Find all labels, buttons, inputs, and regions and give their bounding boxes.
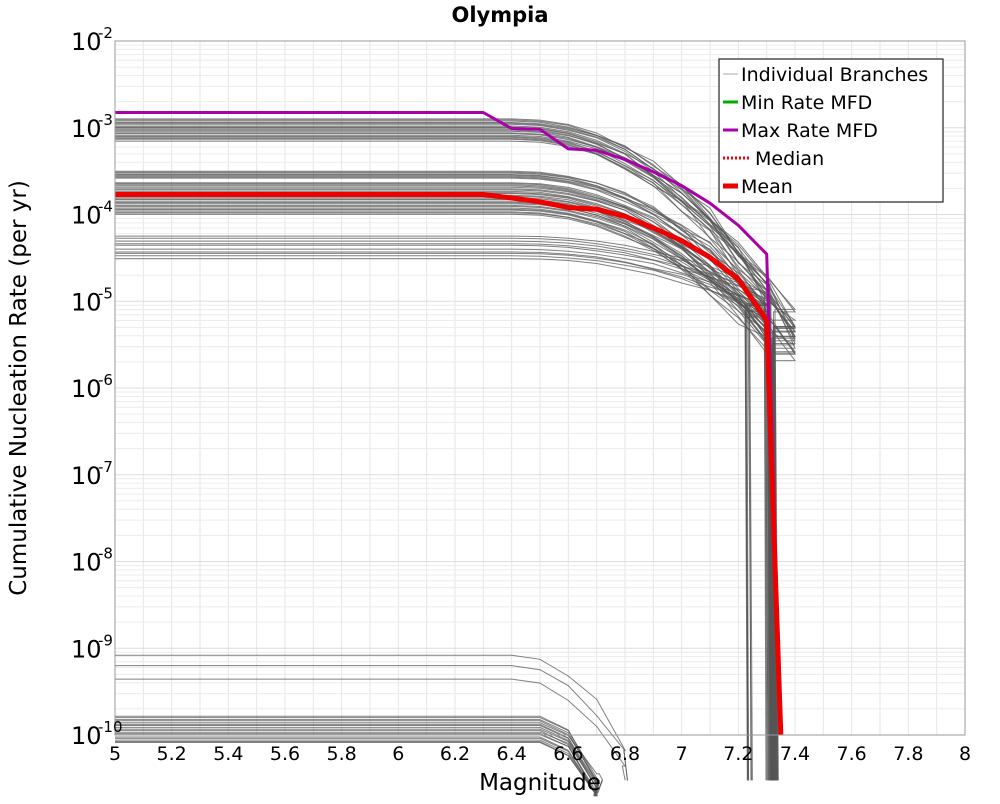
x-tick-label: 5.6 — [270, 743, 300, 765]
y-tick-label: 10 — [71, 462, 102, 490]
branch-line — [115, 719, 600, 783]
y-tick-label: 10 — [71, 549, 102, 577]
branch-line — [115, 184, 773, 781]
branch-line — [115, 209, 772, 781]
x-tick-label: 7 — [676, 743, 688, 765]
branch-line — [115, 723, 600, 784]
y-tick-exponent: -5 — [98, 284, 113, 302]
summary-series — [115, 111, 784, 736]
x-axis-ticks: 5 5.2 5.4 5.6 5.8 6 6.2 6.4 6.6 6.8 7 7.2 7.4 7.6 7.8 8 — [109, 743, 971, 765]
branch-line — [115, 252, 773, 781]
branch-line — [115, 255, 772, 781]
legend-box — [718, 58, 944, 203]
branch-line — [115, 190, 772, 781]
branch-line — [115, 243, 771, 781]
branch-line — [115, 722, 604, 781]
x-tick-label: 7.8 — [893, 743, 923, 765]
x-tick-label: 8 — [959, 743, 971, 765]
x-tick-label: 7.2 — [723, 743, 753, 765]
legend-label-min-rate: Min Rate MFD — [741, 92, 872, 114]
branch-line — [115, 240, 771, 781]
branch-line — [115, 119, 796, 781]
series-max-rate-mfd — [115, 111, 783, 736]
branch-line — [115, 122, 797, 781]
x-tick-label: 5 — [109, 743, 121, 765]
x-tick-label: 6.2 — [440, 743, 470, 765]
y-tick-label: 10 — [71, 28, 102, 56]
x-axis-label: Magnitude — [479, 770, 601, 796]
y-tick-exponent: -6 — [98, 371, 113, 389]
branch-line — [115, 211, 772, 781]
x-tick-label: 7.6 — [837, 743, 867, 765]
branch-line — [115, 212, 773, 781]
branch-line — [115, 235, 774, 781]
branch-line — [115, 248, 769, 781]
x-tick-label: 6 — [392, 743, 404, 765]
branch-line — [115, 728, 603, 789]
y-tick-exponent: -9 — [98, 631, 113, 649]
branch-line — [115, 237, 768, 781]
plot-frame — [114, 40, 966, 736]
y-tick-label: 10 — [71, 375, 102, 403]
x-tick-label: 5.4 — [213, 743, 243, 765]
x-tick-label: 5.8 — [327, 743, 357, 765]
branch-line — [115, 182, 797, 781]
y-tick-exponent: -2 — [98, 24, 113, 42]
legend-label-branches: Individual Branches — [741, 64, 928, 86]
branch-line — [115, 715, 598, 782]
branch-line — [115, 251, 770, 781]
branch-line — [115, 135, 796, 781]
y-tick-exponent: -10 — [98, 718, 123, 736]
branch-line — [115, 171, 768, 781]
y-axis-ticks: 10-210-310-410-510-610-710-810-910-10 — [71, 24, 123, 750]
branch-line — [115, 205, 774, 781]
y-tick-exponent: -4 — [98, 198, 113, 216]
y-tick-exponent: -7 — [98, 458, 113, 476]
branch-line — [115, 177, 768, 781]
y-tick-exponent: -8 — [98, 545, 113, 563]
x-tick-label: 6.6 — [553, 743, 583, 765]
branch-line — [115, 258, 769, 781]
y-axis-label: Cumulative Nucleation Rate (per yr) — [6, 180, 32, 596]
branch-line — [115, 134, 796, 781]
branch-line — [115, 213, 772, 781]
branch-line — [115, 197, 771, 781]
legend-label-median: Median — [755, 148, 824, 170]
branch-line — [115, 739, 600, 796]
branch-line — [115, 120, 797, 781]
branch-line — [115, 125, 796, 781]
y-tick-label: 10 — [71, 115, 102, 143]
branch-line — [115, 208, 775, 781]
chart-title: Olympia — [451, 3, 548, 27]
branch-line — [115, 183, 796, 781]
y-tick-exponent: -3 — [98, 111, 113, 129]
branch-line — [115, 118, 774, 781]
branch-line — [115, 654, 628, 781]
legend: Individual Branches Min Rate MFD Max Rat… — [718, 58, 944, 203]
y-tick-label: 10 — [71, 202, 102, 230]
x-tick-label: 6.4 — [497, 743, 527, 765]
branch-line — [115, 172, 768, 781]
legend-label-mean: Mean — [741, 176, 793, 198]
legend-label-max-rate: Max Rate MFD — [741, 120, 878, 142]
branch-line — [115, 174, 769, 781]
y-tick-label: 10 — [71, 635, 102, 663]
branch-line — [115, 170, 768, 781]
branch-line — [115, 678, 626, 781]
branch-line — [115, 729, 598, 797]
series-mean — [115, 192, 784, 736]
branch-line — [115, 244, 769, 781]
x-tick-label: 6.8 — [610, 743, 640, 765]
x-tick-label: 5.2 — [157, 743, 187, 765]
branch-line — [115, 204, 776, 781]
y-tick-label: 10 — [71, 288, 102, 316]
x-tick-label: 7.4 — [780, 743, 810, 765]
y-tick-label: 10 — [71, 722, 102, 750]
branch-line — [115, 193, 774, 781]
